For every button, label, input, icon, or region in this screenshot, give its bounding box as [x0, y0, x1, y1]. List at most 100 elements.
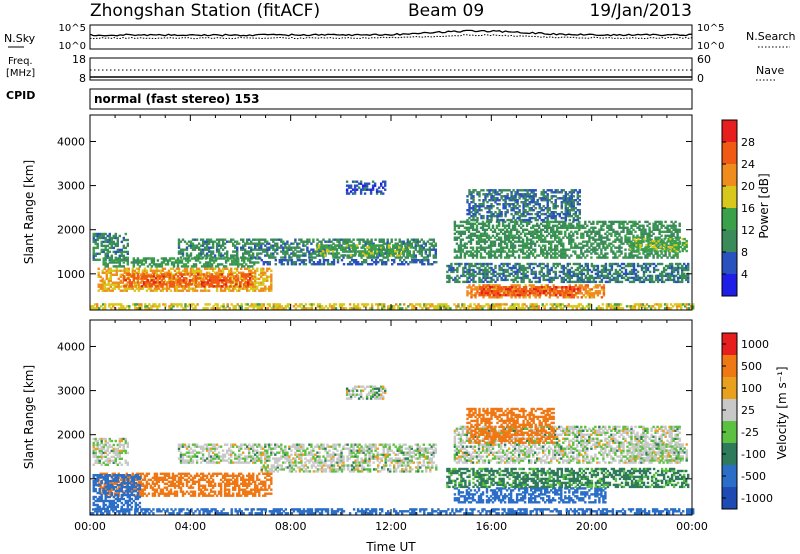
power-cell — [194, 265, 198, 268]
power-cell — [535, 286, 538, 289]
power-cell — [180, 285, 184, 288]
power-cell — [316, 263, 320, 266]
power-cell — [203, 287, 207, 290]
power-cell — [467, 228, 471, 231]
power-cell — [632, 268, 636, 272]
power-cell — [494, 193, 497, 196]
power-cell — [223, 242, 227, 245]
power-cell — [590, 232, 593, 235]
power-cell — [604, 252, 607, 255]
power-cell — [482, 291, 486, 295]
power-cell — [116, 261, 119, 264]
power-cell — [284, 259, 287, 262]
power-cell — [247, 265, 250, 268]
power-cell — [168, 281, 172, 284]
power-cell — [202, 263, 206, 266]
power-cell — [634, 222, 637, 225]
power-cell — [191, 246, 195, 249]
power-cell — [194, 279, 198, 282]
power-cell — [418, 244, 421, 247]
power-cell — [142, 263, 146, 266]
power-cell — [408, 250, 411, 253]
power-cell — [670, 256, 673, 259]
power-cell — [624, 256, 627, 259]
power-cell — [525, 228, 529, 231]
power-cell — [632, 254, 635, 257]
power-cell — [618, 220, 621, 224]
power-cell — [598, 220, 601, 224]
power-cell — [450, 266, 453, 270]
power-cell — [199, 275, 203, 278]
power-cell — [515, 222, 519, 225]
power-cell — [560, 244, 563, 247]
power-cell — [510, 268, 513, 272]
power-cell — [535, 289, 538, 293]
power-cell — [658, 230, 661, 233]
power-cell — [202, 283, 206, 286]
power-cell — [131, 267, 134, 270]
power-cell — [640, 266, 644, 270]
power-cell — [476, 266, 479, 270]
power-cell — [588, 292, 592, 295]
power-cell — [163, 287, 167, 290]
power-cell — [608, 278, 612, 282]
power-cell — [596, 266, 600, 270]
power-cell — [666, 230, 669, 233]
power-cell — [547, 286, 550, 289]
power-cell — [502, 278, 505, 282]
power-cell — [110, 254, 113, 257]
power-cell — [492, 284, 495, 287]
power-cell — [497, 254, 501, 257]
power-cell — [92, 254, 95, 257]
power-cell — [556, 224, 559, 227]
power-cell — [112, 242, 115, 246]
power-cell — [344, 246, 347, 249]
power-cell — [176, 275, 180, 278]
power-cell — [534, 280, 537, 284]
power-cell — [197, 269, 201, 272]
power-cell — [550, 220, 553, 224]
power-cell — [564, 222, 567, 225]
power-cell — [193, 246, 197, 249]
power-cell — [594, 248, 597, 251]
power-cell — [351, 254, 355, 257]
power-cell — [108, 246, 111, 250]
power-cell — [371, 184, 375, 187]
power-cell — [608, 238, 611, 241]
power-cell — [234, 244, 237, 247]
power-cell — [463, 232, 467, 235]
power-cell — [325, 248, 329, 251]
power-cell — [148, 283, 152, 286]
power-cell — [446, 276, 449, 280]
power-cell — [578, 284, 581, 287]
power-cell — [373, 252, 377, 255]
power-cell — [329, 244, 333, 247]
power-cell — [664, 234, 667, 237]
power-cell — [213, 271, 217, 274]
power-cell — [616, 232, 619, 235]
power-cell — [324, 240, 327, 243]
power-cell — [197, 252, 201, 255]
power-cell — [476, 262, 479, 266]
power-cell — [103, 271, 106, 274]
power-cell — [628, 254, 631, 257]
power-cell — [638, 280, 642, 284]
power-cell — [127, 275, 130, 278]
power-cell — [612, 252, 615, 255]
power-cell — [106, 240, 109, 244]
power-cell — [272, 240, 275, 243]
power-cell — [472, 201, 475, 204]
power-cell — [177, 267, 181, 270]
power-cell — [127, 271, 130, 274]
power-cell — [530, 230, 533, 233]
power-cell — [648, 254, 651, 257]
power-cell — [672, 266, 676, 270]
power-cell — [554, 244, 557, 247]
power-cell — [210, 263, 214, 266]
power-cell — [411, 261, 414, 264]
power-cell — [570, 236, 573, 239]
power-cell — [556, 234, 559, 237]
power-cell — [524, 272, 527, 276]
power-cell — [108, 258, 111, 261]
power-cell — [523, 232, 527, 235]
